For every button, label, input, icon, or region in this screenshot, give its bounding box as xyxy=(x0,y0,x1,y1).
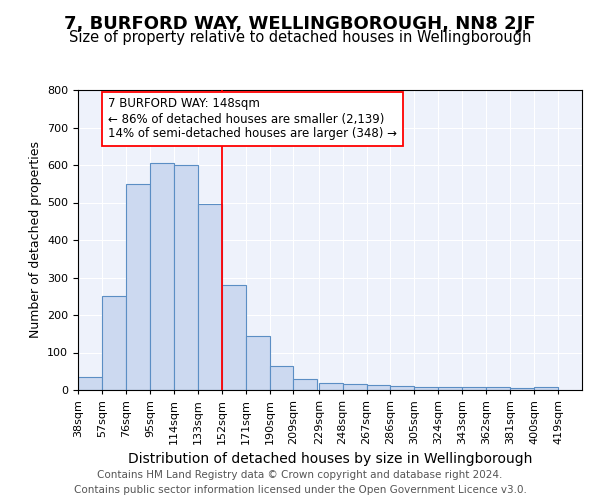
Text: Contains HM Land Registry data © Crown copyright and database right 2024.
Contai: Contains HM Land Registry data © Crown c… xyxy=(74,470,526,495)
Bar xyxy=(174,165,198,390)
Text: 7, BURFORD WAY, WELLINGBOROUGH, NN8 2JF: 7, BURFORD WAY, WELLINGBOROUGH, NN8 2JF xyxy=(64,15,536,33)
X-axis label: Distribution of detached houses by size in Wellingborough: Distribution of detached houses by size … xyxy=(128,452,532,466)
Bar xyxy=(319,382,343,390)
Bar xyxy=(367,385,391,390)
Bar xyxy=(78,377,102,390)
Bar xyxy=(221,285,245,390)
Bar xyxy=(439,387,463,390)
Text: Size of property relative to detached houses in Wellingborough: Size of property relative to detached ho… xyxy=(69,30,531,45)
Bar xyxy=(343,384,367,390)
Bar xyxy=(534,387,558,390)
Bar xyxy=(391,386,415,390)
Bar xyxy=(245,336,269,390)
Bar xyxy=(198,204,221,390)
Bar xyxy=(510,388,534,390)
Bar xyxy=(269,366,293,390)
Y-axis label: Number of detached properties: Number of detached properties xyxy=(29,142,41,338)
Bar xyxy=(415,387,439,390)
Bar xyxy=(102,296,126,390)
Bar xyxy=(486,387,510,390)
Text: 7 BURFORD WAY: 148sqm
← 86% of detached houses are smaller (2,139)
14% of semi-d: 7 BURFORD WAY: 148sqm ← 86% of detached … xyxy=(108,98,397,140)
Bar xyxy=(293,379,317,390)
Bar xyxy=(150,163,174,390)
Bar xyxy=(126,184,150,390)
Bar xyxy=(463,387,486,390)
